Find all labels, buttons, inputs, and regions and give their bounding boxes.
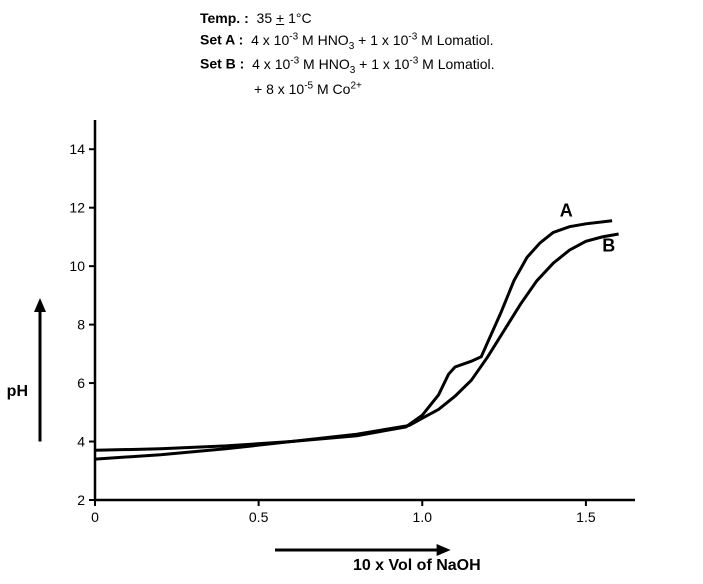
x-tick-label: 0.5 (249, 509, 269, 525)
x-tick-label: 1.0 (413, 509, 433, 525)
y-tick-label: 14 (69, 141, 85, 157)
series-B (95, 234, 619, 459)
legend-setB-label: Set B : (200, 56, 244, 72)
legend-setA-label: Set A : (200, 32, 243, 48)
legend-block: Temp. : 35 + 1°C Set A : 4 x 10-3 M HNO3… (200, 8, 495, 100)
legend-setA: Set A : 4 x 10-3 M HNO3 + 1 x 10-3 M Lom… (200, 29, 495, 53)
x-arrow-head (437, 544, 451, 556)
x-tick-label: 1.5 (576, 509, 596, 525)
y-tick-label: 10 (69, 258, 85, 274)
legend-temp: Temp. : 35 + 1°C (200, 8, 495, 29)
chart-svg: 2 4 6 8 10 12 14 0 0.5 1.0 1.5 A BpH 10 x Vol of NaOH (0, 110, 703, 580)
y-tick-label: 6 (77, 375, 85, 391)
x-tick-label: 0 (91, 509, 99, 525)
legend-setB-line2: + 8 x 10-5 M Co2+ (200, 78, 495, 100)
y-tick-label: 2 (77, 492, 85, 508)
x-axis-label: 10 x Vol of NaOH (353, 557, 481, 574)
legend-setA-value: 4 x 10-3 M HNO3 + 1 x 10-3 M Lomatiol. (247, 32, 493, 48)
y-tick-label: 8 (77, 317, 85, 333)
series-label-A: A (560, 200, 573, 220)
legend-temp-value: 35 + 1°C (253, 10, 312, 26)
legend-temp-label: Temp. : (200, 10, 249, 26)
series-label-B: B (602, 236, 615, 256)
series-A (95, 221, 612, 450)
chart: 2 4 6 8 10 12 14 0 0.5 1.0 1.5 A BpH 10 x Vol of NaOH (0, 110, 703, 580)
legend-setB-line1: 4 x 10-3 M HNO3 + 1 x 10-3 M Lomatiol. (248, 56, 494, 72)
y-tick-label: 12 (69, 200, 85, 216)
y-tick-label: 4 (77, 434, 85, 450)
legend-setB: Set B : 4 x 10-3 M HNO3 + 1 x 10-3 M Lom… (200, 53, 495, 77)
y-arrow-head (34, 298, 46, 312)
y-axis-label: pH (7, 383, 28, 400)
